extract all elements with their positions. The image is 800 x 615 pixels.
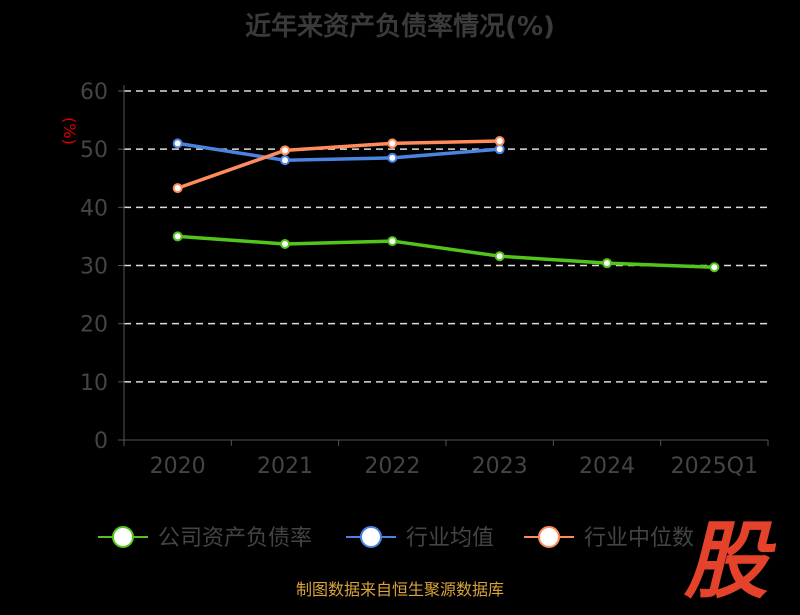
y-tick-label: 40 xyxy=(80,196,108,221)
x-tick-label: 2021 xyxy=(257,454,313,479)
x-tick-label: 2022 xyxy=(364,454,420,479)
y-tick-label: 30 xyxy=(80,255,108,280)
data-point xyxy=(172,231,183,242)
series-line-1 xyxy=(177,141,500,162)
y-tick-label: 50 xyxy=(80,138,108,163)
y-tick-label: 60 xyxy=(80,80,108,105)
legend-label: 公司资产负债率 xyxy=(158,526,312,551)
y-tick-label: 0 xyxy=(94,429,108,454)
data-point xyxy=(387,138,398,149)
series-line-0 xyxy=(177,234,715,269)
watermark-logo: 股 xyxy=(684,512,769,610)
data-point xyxy=(494,144,505,155)
line-chart: 0 10 20 30 40 50 60 2020 2021 2022 2023 2024 2025Q1 (… xyxy=(60,80,769,551)
y-axis-label: (%) xyxy=(60,117,79,145)
data-point xyxy=(494,251,505,262)
data-point xyxy=(602,258,612,269)
data-point xyxy=(280,155,290,166)
x-tick-label: 2025Q1 xyxy=(671,454,758,479)
legend-marker xyxy=(538,526,560,548)
source-note: 制图数据来自恒生聚源数据库 xyxy=(295,580,504,599)
series-line-2 xyxy=(177,139,500,190)
x-tick-label: 2020 xyxy=(150,454,206,479)
legend-label: 行业中位数 xyxy=(584,526,694,551)
y-tick-label: 20 xyxy=(80,313,108,338)
data-point xyxy=(709,262,720,273)
data-point xyxy=(172,138,183,149)
data-point xyxy=(387,152,398,163)
legend-label: 行业均值 xyxy=(406,526,494,551)
legend-marker xyxy=(360,526,382,548)
legend-marker xyxy=(112,526,134,548)
data-point xyxy=(494,136,505,147)
data-point xyxy=(280,145,290,156)
data-point xyxy=(172,183,183,194)
y-tick-label: 10 xyxy=(80,371,108,396)
data-point xyxy=(280,238,290,249)
x-tick-label: 2023 xyxy=(472,454,528,479)
x-tick-label: 2024 xyxy=(579,454,635,479)
chart-title: 近年来资产负债率情况(%) xyxy=(245,12,555,42)
data-point xyxy=(387,236,398,247)
